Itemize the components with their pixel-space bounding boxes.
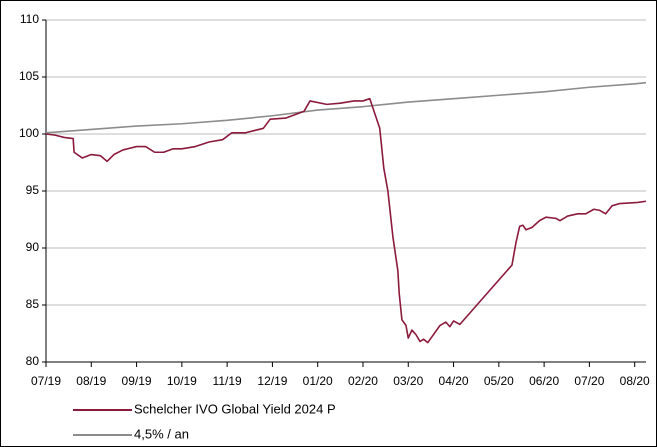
series-line: [45, 81, 647, 134]
x-tick-label: 04/20: [439, 374, 469, 388]
x-tick-label: 07/19: [31, 374, 61, 388]
y-tick-label: 95: [26, 183, 40, 197]
x-tick-label: 06/20: [529, 374, 559, 388]
legend: Schelcher IVO Global Yield 2024 P 4,5% / …: [73, 401, 336, 441]
y-tick-label: 80: [26, 354, 40, 368]
x-tick-label: 12/19: [257, 374, 287, 388]
y-tick-label: 100: [19, 126, 39, 140]
legend-label: 4,5% / an: [134, 426, 189, 441]
y-tick-label: 110: [20, 12, 39, 26]
x-tick-label: 02/20: [348, 374, 378, 388]
x-tick-label: 08/19: [76, 374, 106, 388]
x-tick-label: 05/20: [484, 374, 514, 388]
x-tick-label: 01/20: [303, 374, 333, 388]
x-tick-label: 09/19: [122, 374, 152, 388]
legend-label: Schelcher IVO Global Yield 2024 P: [134, 401, 336, 416]
y-tick-label: 105: [19, 69, 39, 83]
x-tick-label: 10/19: [167, 374, 197, 388]
x-tick-label: 08/20: [620, 374, 650, 388]
y-tick-label: 85: [26, 297, 40, 311]
x-tick-label: 03/20: [393, 374, 423, 388]
series-line: [45, 97, 647, 344]
x-tick-label: 11/19: [213, 374, 242, 388]
x-tick-label: 07/20: [574, 374, 604, 388]
y-tick-label: 90: [26, 240, 40, 254]
